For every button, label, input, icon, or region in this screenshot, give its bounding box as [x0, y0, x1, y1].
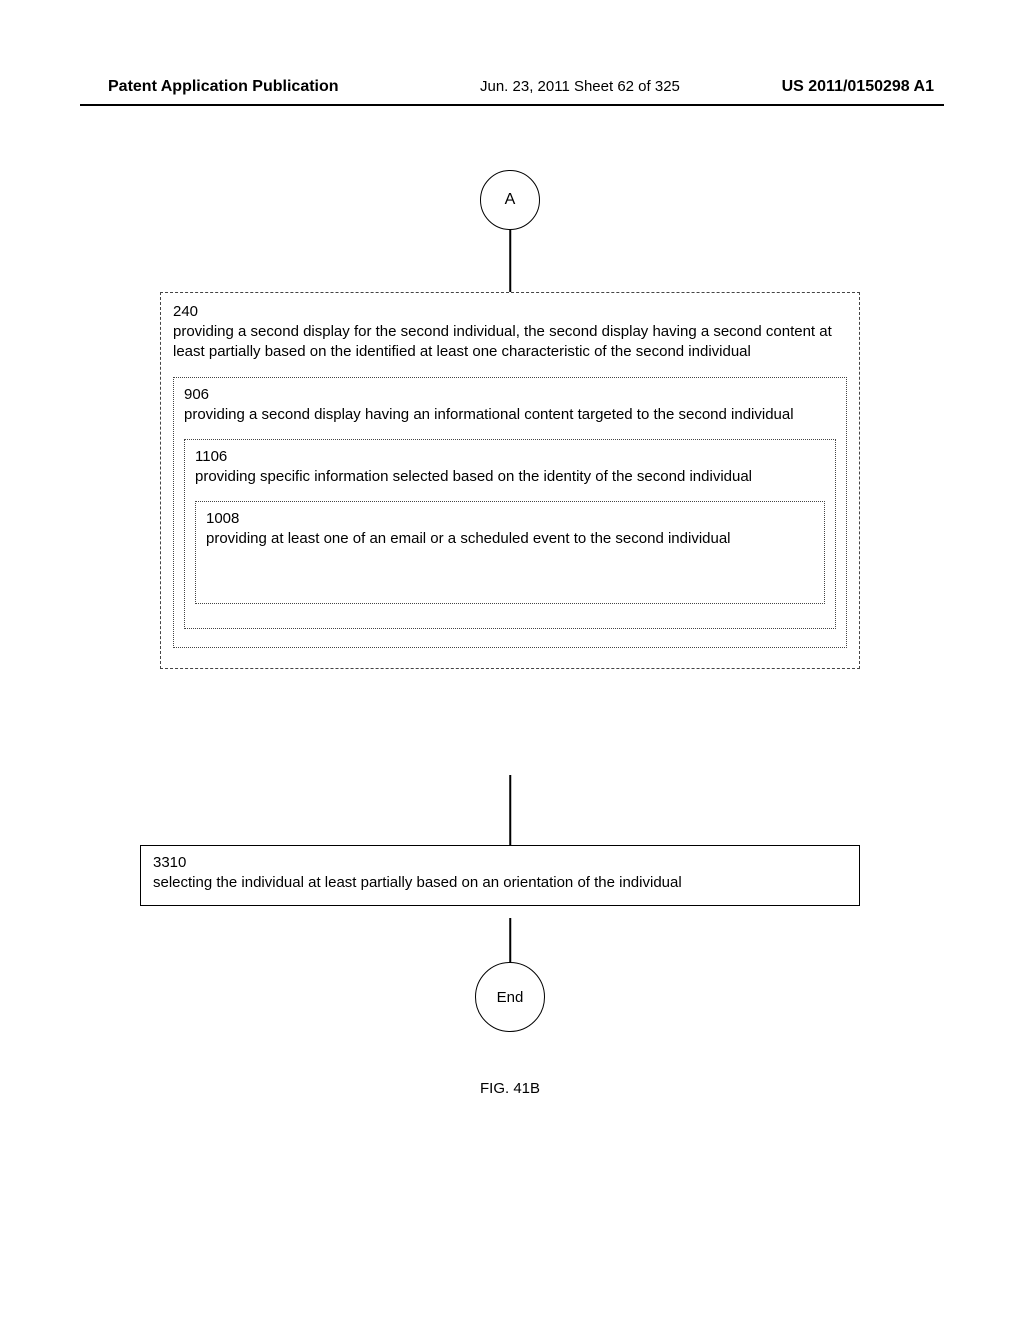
flow-line — [509, 918, 511, 962]
step-3310-text: selecting the individual at least partia… — [153, 873, 847, 893]
header-center-text: Jun. 23, 2011 Sheet 62 of 325 — [480, 78, 680, 95]
step-1106-number: 1106 — [195, 448, 825, 465]
step-1106: 1106 providing specific information sele… — [184, 439, 836, 630]
step-3310: 3310 selecting the individual at least p… — [140, 845, 860, 906]
step-906: 906 providing a second display having an… — [173, 377, 847, 649]
step-240-number: 240 — [173, 303, 847, 320]
header-rule — [80, 104, 944, 106]
step-1008-number: 1008 — [206, 510, 814, 527]
flow-line — [509, 230, 511, 292]
header-left-text: Patent Application Publication — [108, 78, 339, 96]
flow-line — [509, 775, 511, 845]
step-1008-text: providing at least one of an email or a … — [206, 529, 814, 549]
connector-end-label: End — [497, 989, 524, 1006]
connector-a: A — [480, 170, 540, 230]
connector-a-label: A — [505, 191, 516, 209]
step-240-text: providing a second display for the secon… — [173, 322, 847, 363]
connector-end: End — [475, 962, 545, 1032]
step-906-number: 906 — [184, 386, 836, 403]
step-3310-number: 3310 — [153, 854, 847, 871]
step-1106-text: providing specific information selected … — [195, 467, 825, 487]
step-906-text: providing a second display having an inf… — [184, 405, 836, 425]
header-right-text: US 2011/0150298 A1 — [782, 78, 934, 96]
page-header: Patent Application Publication Jun. 23, … — [0, 78, 1024, 102]
step-1008: 1008 providing at least one of an email … — [195, 501, 825, 604]
figure-caption: FIG. 41B — [480, 1080, 540, 1097]
step-240: 240 providing a second display for the s… — [160, 292, 860, 669]
